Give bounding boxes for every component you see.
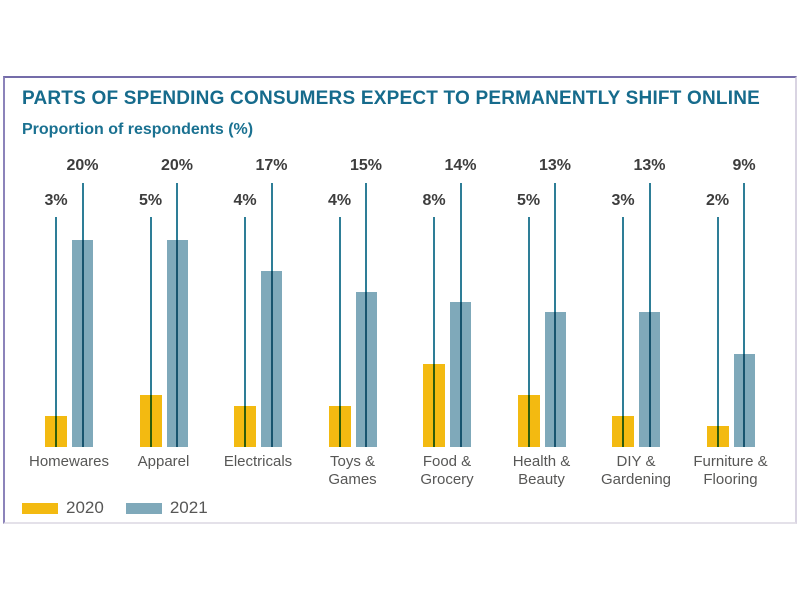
legend-swatch-2021 [125,502,162,514]
leader-line-2021-1 [176,183,178,447]
leader-line-2021-4 [459,183,462,447]
leader-line-2020-1 [149,217,152,447]
data-label-2020-0: 3% [44,192,68,209]
data-label-2021-0: 20% [66,157,99,174]
leader-line-2020-6 [622,217,624,447]
leader-line-2020-7 [716,217,719,447]
data-label-2020-4: 8% [422,192,446,209]
category-label-4: Food & Grocery [420,453,474,488]
data-label-2020-3: 4% [327,192,352,209]
leader-line-2020-5 [527,217,530,447]
category-label-6: DIY & Gardening [600,453,672,488]
data-label-2020-2: 4% [233,192,257,209]
leader-line-2021-5 [554,183,556,447]
category-label-7: Furniture & Flooring [693,453,768,488]
legend-swatch-2020 [22,502,58,514]
chart-panel [3,76,797,524]
data-label-2021-1: 20% [160,157,194,174]
data-label-2021-4: 14% [444,157,477,174]
leader-line-2021-7 [743,183,745,447]
data-label-2020-1: 5% [138,192,163,209]
data-label-2021-2: 17% [255,157,288,174]
data-label-2020-6: 3% [611,192,635,209]
leader-line-2020-0 [55,217,57,447]
data-label-2021-7: 9% [732,157,756,174]
data-label-2020-7: 2% [705,192,730,209]
leader-line-2021-3 [365,183,367,447]
leader-line-2021-6 [648,183,651,447]
chart-legend: 2020 2021 [22,498,208,518]
data-label-2021-5: 13% [538,157,572,174]
leader-line-2020-3 [338,217,341,447]
category-label-2: Electricals [223,453,293,470]
category-label-0: Homewares [28,453,110,470]
category-label-5: Health & Beauty [512,453,571,488]
chart-title: PARTS OF SPENDING CONSUMERS EXPECT TO PE… [22,88,760,109]
legend-label-2020: 2020 [66,498,104,517]
legend-item-2020: 2020 [22,498,104,518]
leader-line-2020-2 [244,217,246,447]
chart-subtitle: Proportion of respondents (%) [22,121,254,138]
data-label-2021-3: 15% [349,157,383,174]
data-label-2020-5: 5% [516,192,541,209]
category-label-3: Toys & Games [328,453,377,488]
category-label-1: Apparel [137,453,190,470]
data-label-2021-6: 13% [633,157,666,174]
leader-line-2021-2 [270,183,273,447]
legend-item-2021: 2021 [125,498,208,518]
leader-line-2021-0 [81,183,84,447]
leader-line-2020-4 [433,217,435,447]
legend-label-2021: 2021 [169,498,208,517]
